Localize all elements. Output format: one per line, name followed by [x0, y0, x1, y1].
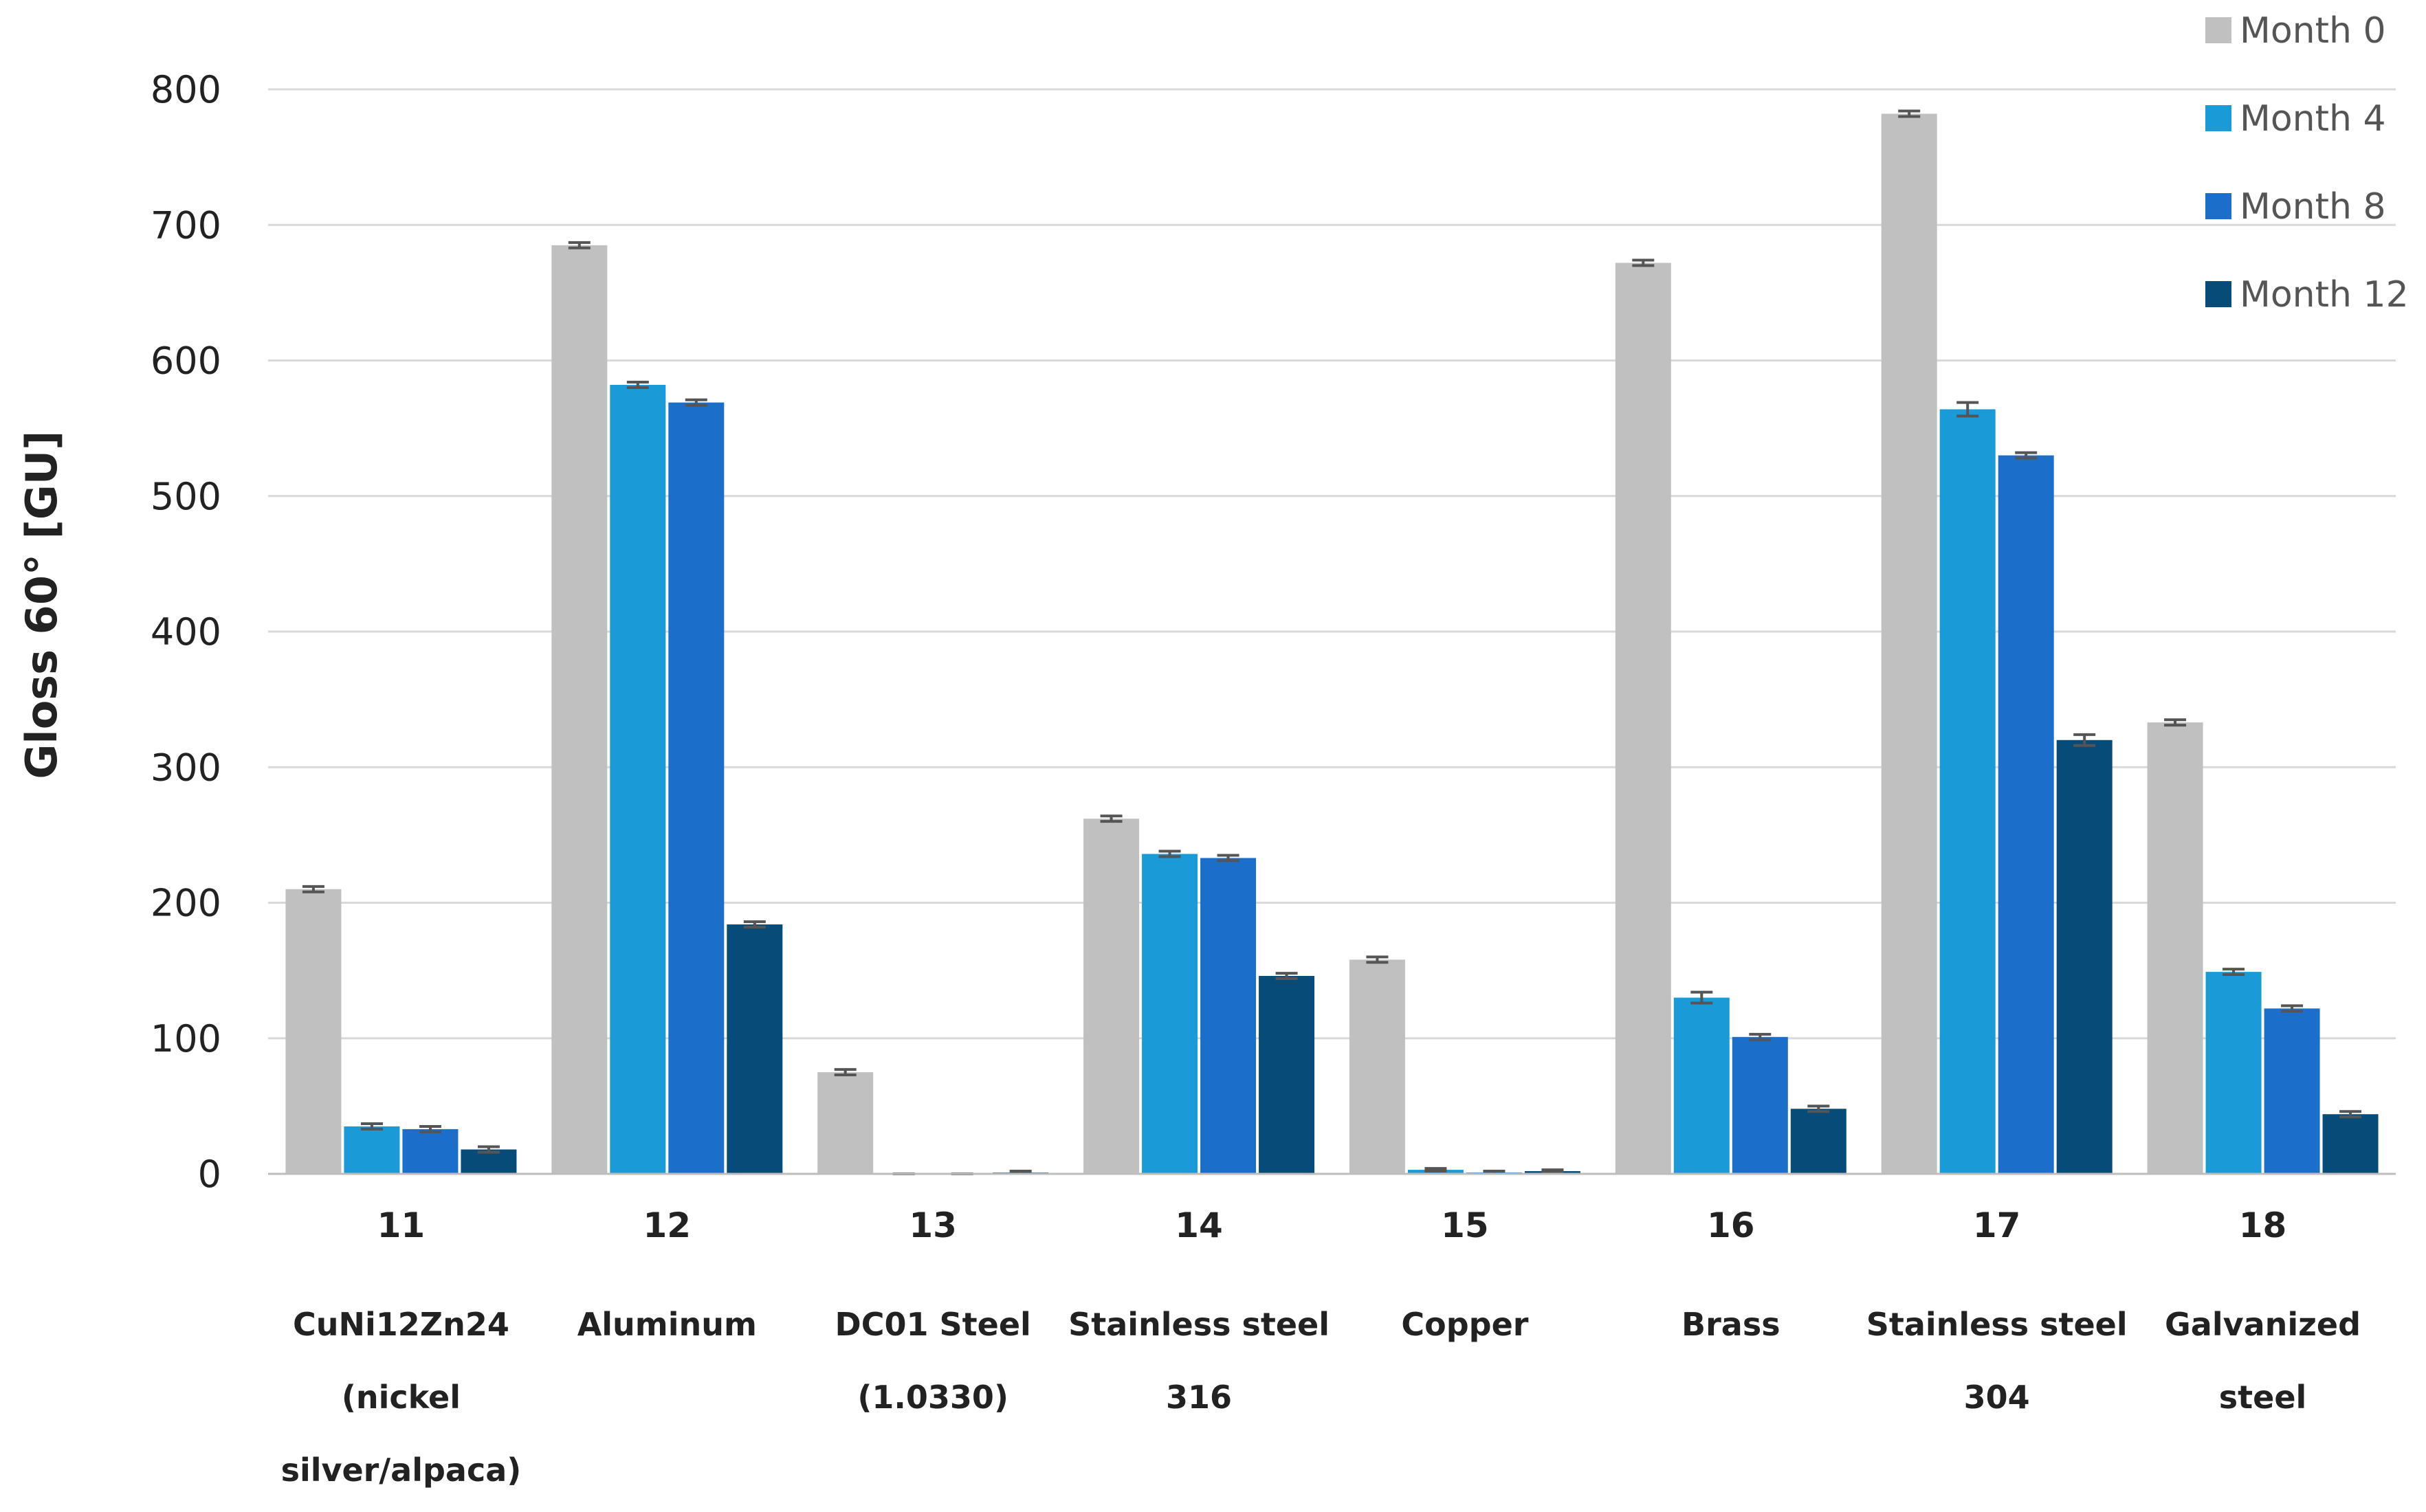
y-tick-label: 400	[151, 610, 221, 654]
bar	[1998, 455, 2054, 1175]
bar	[2056, 740, 2113, 1174]
material-label: Stainless steel	[1068, 1306, 1330, 1343]
bars	[285, 113, 2379, 1175]
bar	[551, 245, 608, 1174]
bar	[1881, 113, 1937, 1174]
material-label: Galvanized	[2165, 1306, 2361, 1343]
y-tick-label: 200	[151, 882, 221, 925]
legend-label: Month 4	[2240, 98, 2386, 140]
y-axis-ticks: 0 100 200 300 400 500 600 700 800	[151, 68, 221, 1196]
x-tick-label: 11	[377, 1205, 426, 1245]
y-tick-label: 500	[151, 475, 221, 518]
x-tick-label: 12	[643, 1205, 692, 1245]
bar	[2205, 972, 2262, 1174]
legend: Month 0 Month 4 Month 8 Month 12	[2205, 10, 2409, 315]
legend-label: Month 12	[2240, 274, 2409, 315]
material-label: CuNi12Zn24	[293, 1306, 509, 1343]
y-tick-label: 700	[151, 203, 221, 247]
x-tick-label: 18	[2239, 1205, 2287, 1245]
x-tick-label: 14	[1175, 1205, 1223, 1245]
y-tick-label: 800	[151, 68, 221, 111]
material-label: (nickel	[342, 1379, 461, 1416]
x-tick-label: 15	[1441, 1205, 1489, 1245]
legend-swatch	[2205, 105, 2231, 131]
x-tick-label: 13	[909, 1205, 957, 1245]
x-axis-categories: 11 12 13 14 15 16 17 18	[377, 1205, 2287, 1245]
material-labels: CuNi12Zn24 (nickel silver/alpaca) Aluminum D…	[281, 1306, 2361, 1489]
legend-swatch	[2205, 17, 2231, 43]
y-tick-label: 100	[151, 1017, 221, 1060]
bar	[1615, 263, 1671, 1175]
bar	[2147, 722, 2203, 1174]
material-label: steel	[2219, 1379, 2307, 1416]
x-tick-label: 17	[1973, 1205, 2021, 1245]
bar	[1200, 858, 1257, 1174]
material-label: 304	[1964, 1379, 2030, 1416]
legend-swatch	[2205, 193, 2231, 219]
material-label: (1.0330)	[857, 1379, 1008, 1416]
material-label: Stainless steel	[1866, 1306, 2128, 1343]
bar	[1732, 1036, 1788, 1174]
y-tick-label: 300	[151, 746, 221, 789]
bar	[817, 1072, 874, 1174]
material-label: Copper	[1401, 1306, 1528, 1343]
bar	[1673, 997, 1730, 1174]
bar	[402, 1129, 459, 1174]
bar	[1349, 959, 1405, 1174]
material-label: Aluminum	[577, 1306, 757, 1343]
legend-label: Month 0	[2240, 10, 2386, 52]
bar	[1939, 409, 1996, 1174]
material-label: 316	[1166, 1379, 1232, 1416]
bar	[2264, 1008, 2320, 1174]
legend-swatch	[2205, 281, 2231, 307]
y-axis-label: Gloss 60° [GU]	[16, 431, 67, 779]
bar	[2322, 1114, 2379, 1174]
y-tick-label: 0	[198, 1153, 221, 1196]
bar	[1142, 854, 1198, 1174]
bar	[727, 924, 783, 1174]
material-label: Brass	[1681, 1306, 1780, 1343]
material-label: DC01 Steel	[835, 1306, 1031, 1343]
bar	[1790, 1109, 1846, 1174]
material-label: silver/alpaca)	[281, 1452, 522, 1489]
bar	[610, 385, 666, 1174]
bar	[285, 889, 342, 1174]
x-tick-label: 16	[1707, 1205, 1755, 1245]
bar	[1259, 976, 1315, 1174]
bar	[344, 1126, 400, 1174]
legend-label: Month 8	[2240, 186, 2386, 227]
bar	[1083, 819, 1140, 1174]
error-bars	[302, 109, 2362, 1175]
bar	[668, 402, 725, 1175]
y-tick-label: 600	[151, 340, 221, 383]
